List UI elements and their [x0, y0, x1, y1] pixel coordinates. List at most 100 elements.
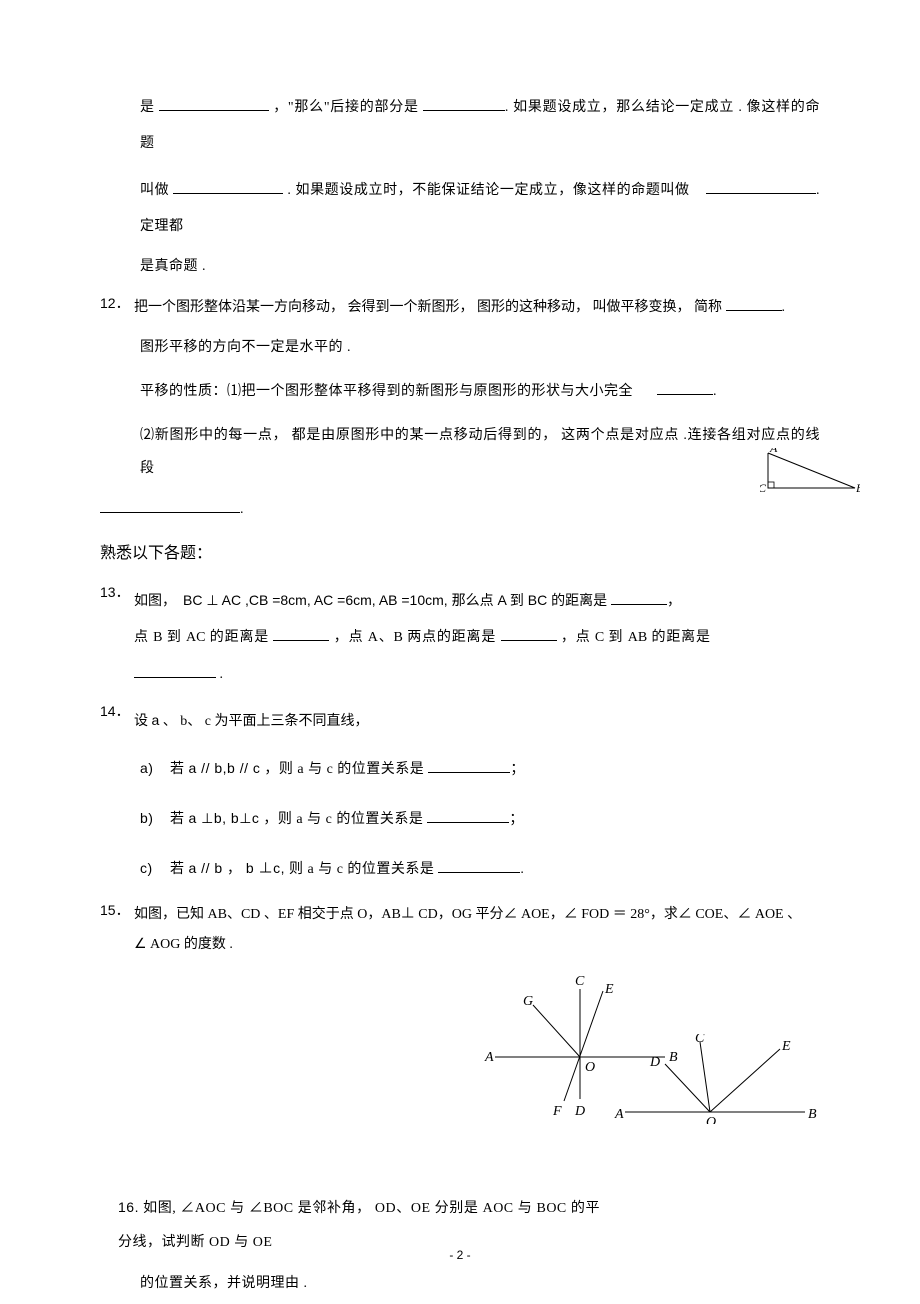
q-num: 16. — [118, 1199, 139, 1215]
t: a // b ， b ⊥c, — [189, 860, 285, 876]
q-num: 12． — [100, 293, 134, 324]
blank — [611, 591, 667, 605]
blank — [657, 381, 713, 395]
fig-rays-ode: A B C D E O — [610, 1034, 820, 1124]
blank — [273, 627, 329, 641]
t: ∠ AOG 的度数 . — [134, 937, 233, 952]
t: 是 — [140, 100, 159, 115]
t: . 如果题设成立时，不能保证结论一定成立，像这样的命题叫做 — [283, 183, 689, 198]
blank — [427, 809, 509, 823]
label-c: C — [760, 481, 767, 495]
t: =8cm, AC =6cm, AB =10cm, 那么点 A 到 BC 的距离是 — [268, 592, 611, 608]
q11-cont2: 叫做 . 如果题设成立时，不能保证结论一定成立，像这样的命题叫做 . 定理都 — [100, 173, 820, 246]
blank — [428, 759, 510, 773]
t: 点 B 到 AC 的距离是 — [134, 630, 273, 645]
t: ，点 C 到 AB 的距离是 — [557, 630, 710, 645]
t: 如图， — [134, 594, 176, 609]
t: 把一个图形整体沿某一方向移动， 会得到一个新图形， 图形的这种移动， 叫做平移变… — [134, 300, 726, 315]
t: ，则 a 与 c 的位置关系是 — [260, 762, 428, 777]
t: ⑵新图形中的每一点， 都是由原图形中的某一点移动后得到的， 这两个点是对应点 .… — [140, 428, 820, 477]
t: 如图, ∠AOC 与 ∠BOC 是邻补角， OD、OE 分别是 AOC 与 BO… — [118, 1201, 600, 1250]
t: 、 b、 c 为平面上三条不同直线， — [159, 714, 368, 729]
q14: 14． 设 a 、 b、 c 为平面上三条不同直线， — [100, 701, 820, 741]
q-body: 设 a 、 b、 c 为平面上三条不同直线， — [134, 701, 820, 741]
svg-text:C: C — [695, 1034, 705, 1046]
svg-text:D: D — [574, 1104, 585, 1119]
t: . — [240, 502, 244, 517]
svg-text:O: O — [585, 1060, 595, 1075]
svg-text:E: E — [604, 982, 614, 997]
t: ； — [509, 812, 524, 827]
svg-text:A: A — [484, 1050, 494, 1065]
svg-text:E: E — [781, 1039, 791, 1054]
q13: 13． 如图， BC ⊥ AC ,CB =8cm, AC =6cm, AB =1… — [100, 582, 820, 693]
q16-l2: 的位置关系，并说明理由 . — [100, 1269, 820, 1300]
q-num: 14． — [100, 701, 134, 741]
blank — [726, 297, 782, 311]
t: 图形平移的方向不一定是水平的 . — [140, 340, 351, 355]
t: 若 — [170, 762, 189, 777]
t: ， — [667, 594, 681, 609]
t: ，点 A、B 两点的距离是 — [329, 630, 500, 645]
t: BC ⊥ AC ,CB — [183, 592, 268, 608]
q12: 12． 把一个图形整体沿某一方向移动， 会得到一个新图形， 图形的这种移动， 叫… — [100, 293, 820, 324]
svg-text:B: B — [808, 1107, 817, 1122]
section-title: 熟悉以下各题： — [100, 542, 820, 566]
blank — [423, 97, 505, 111]
svg-text:O: O — [706, 1115, 716, 1124]
t: 是真命题 . — [140, 259, 206, 274]
blank — [134, 664, 216, 678]
blank — [173, 180, 283, 194]
t: ； — [510, 762, 525, 777]
label-a: A — [769, 448, 778, 455]
q12-l3: 平移的性质：⑴把一个图形整体平移得到的新图形与原图形的形状与大小完全 . — [100, 375, 820, 409]
q12-l2: 图形平移的方向不一定是水平的 . — [100, 331, 820, 365]
t: a ⊥b, b⊥c — [189, 810, 260, 826]
q-body: 如图，已知 AB、CD 、EF 相交于点 O，AB⊥ CD，OG 平分∠ AOE… — [134, 900, 820, 962]
t: . — [216, 667, 223, 682]
blank — [706, 180, 816, 194]
t: 叫做 — [140, 183, 173, 198]
svg-text:C: C — [575, 974, 585, 989]
t: . 如果题设成立，那么结论一定成立 — [505, 100, 734, 115]
q-body: 如图， BC ⊥ AC ,CB =8cm, AC =6cm, AB =10cm,… — [134, 582, 820, 693]
q12-l5: . — [100, 496, 820, 524]
q-num: 13． — [100, 582, 134, 693]
blank — [438, 859, 520, 873]
svg-text:G: G — [523, 994, 533, 1009]
q12-l4: ⑵新图形中的每一点， 都是由原图形中的某一点移动后得到的， 这两个点是对应点 .… — [100, 419, 820, 486]
t: a // b,b // c — [189, 760, 261, 776]
blank — [501, 627, 557, 641]
opt-label: b) — [140, 799, 166, 838]
opt-label: c) — [140, 849, 166, 888]
q14-b: b) 若 a ⊥b, b⊥c ，则 a 与 c 的位置关系是 ； — [100, 799, 820, 839]
t: ，"那么"后接的部分是 — [269, 100, 423, 115]
blank — [159, 97, 269, 111]
svg-text:F: F — [552, 1104, 562, 1119]
opt-label: a) — [140, 749, 166, 788]
q11-cont3: 是真命题 . — [100, 256, 820, 277]
t: . — [713, 384, 717, 399]
t: 则 a 与 c 的位置关系是 — [285, 862, 438, 877]
q-body: 把一个图形整体沿某一方向移动， 会得到一个新图形， 图形的这种移动， 叫做平移变… — [134, 293, 820, 324]
t: 若 — [170, 812, 189, 827]
t: 设 — [134, 714, 152, 729]
t: 若 — [170, 862, 189, 877]
q11-cont: 是 ，"那么"后接的部分是 . 如果题设成立，那么结论一定成立 . 像这样的命题 — [100, 90, 820, 163]
t: . — [520, 862, 524, 877]
page-footer: - 2 - — [0, 1246, 920, 1264]
t: 如图，已知 AB、CD 、EF 相交于点 O，AB⊥ CD，OG 平分∠ AOE… — [134, 907, 801, 922]
t: 平移的性质：⑴把一个图形整体平移得到的新图形与原图形的形状与大小完全 — [140, 384, 633, 399]
svg-text:A: A — [614, 1107, 624, 1122]
fig-triangle-abc: A B C — [760, 448, 860, 500]
label-b: B — [856, 481, 860, 495]
blank — [100, 499, 240, 513]
q14-c: c) 若 a // b ， b ⊥c, 则 a 与 c 的位置关系是 . — [100, 849, 820, 889]
svg-text:D: D — [649, 1055, 660, 1070]
t: . — [782, 300, 786, 315]
t: 的位置关系，并说明理由 . — [140, 1276, 308, 1291]
q15: 15． 如图，已知 AB、CD 、EF 相交于点 O，AB⊥ CD，OG 平分∠… — [100, 900, 820, 962]
q-num: 15． — [100, 900, 134, 962]
q14-a: a) 若 a // b,b // c ，则 a 与 c 的位置关系是 ； — [100, 749, 820, 789]
t: ，则 a 与 c 的位置关系是 — [259, 812, 427, 827]
